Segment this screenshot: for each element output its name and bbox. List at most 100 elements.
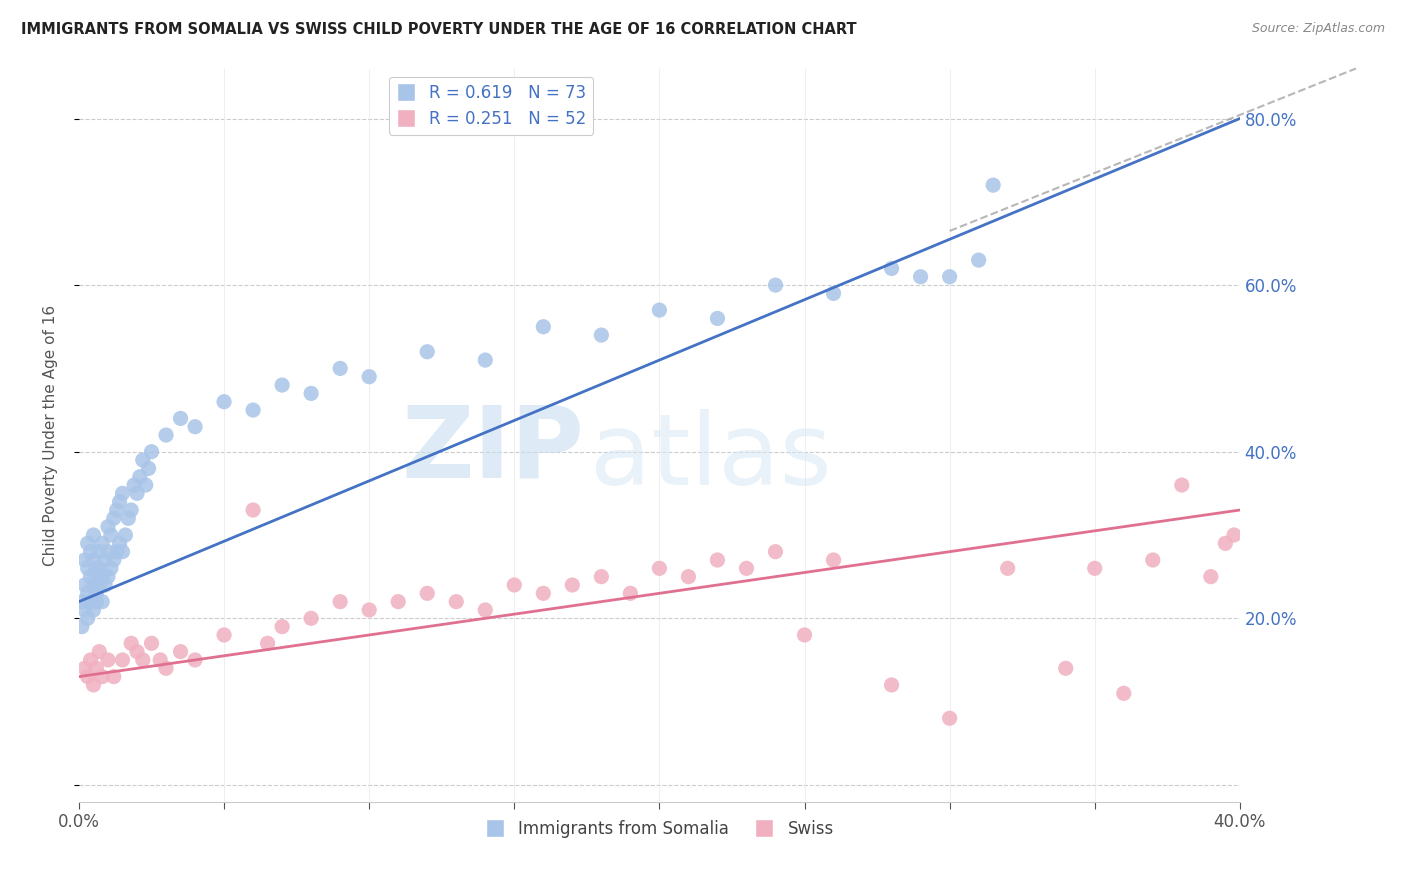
Point (73, 603, 96, 617)
Point (359, 603, 381, 617)
Point (82, 603, 104, 617)
Point (329, 594, 352, 608)
Point (242, 403, 264, 417)
Point (132, 653, 155, 667)
Point (706, 553, 728, 567)
Point (89, 645, 111, 659)
Point (86, 561, 108, 575)
Point (117, 511, 139, 525)
Point (591, 569, 613, 583)
Point (97, 653, 120, 667)
Point (94, 578, 117, 592)
Point (474, 353, 496, 368)
Point (79, 594, 101, 608)
Point (100, 561, 122, 575)
Point (97, 544, 120, 558)
Point (82, 578, 104, 592)
Point (76, 586, 98, 600)
Point (387, 594, 409, 608)
Point (91, 569, 114, 583)
Point (82, 528, 104, 542)
Point (256, 636, 278, 650)
Point (103, 553, 125, 567)
Point (73, 553, 96, 567)
Text: ZIP: ZIP (401, 401, 583, 499)
Point (79, 569, 101, 583)
Point (503, 578, 526, 592)
Point (271, 620, 294, 634)
Point (129, 469, 152, 483)
Point (86, 569, 108, 583)
Point (271, 378, 294, 392)
Point (89, 578, 111, 592)
Point (648, 303, 671, 318)
Point (105, 503, 128, 517)
Point (648, 561, 671, 575)
Point (76, 670, 98, 684)
Point (70, 620, 93, 634)
Point (531, 319, 554, 334)
Point (1199, 569, 1222, 583)
Point (212, 628, 235, 642)
Point (1084, 561, 1107, 575)
Point (938, 269, 960, 284)
Point (823, 286, 845, 301)
Point (155, 661, 177, 675)
Point (706, 311, 728, 326)
Point (111, 653, 134, 667)
Point (135, 478, 157, 492)
Point (73, 661, 96, 675)
Point (444, 594, 467, 608)
Point (1223, 528, 1246, 542)
Point (76, 561, 98, 575)
Point (91, 536, 114, 550)
Text: Source: ZipAtlas.com: Source: ZipAtlas.com (1251, 22, 1385, 36)
Point (120, 503, 142, 517)
Point (910, 269, 932, 284)
Point (76, 611, 98, 625)
Text: atlas: atlas (589, 409, 831, 506)
Point (184, 653, 207, 667)
Point (97, 519, 120, 533)
Point (122, 478, 145, 492)
Point (105, 544, 128, 558)
Point (1171, 478, 1194, 492)
Point (132, 453, 155, 467)
Point (125, 486, 148, 500)
Point (70, 594, 93, 608)
Point (474, 603, 496, 617)
Point (89, 544, 111, 558)
Point (212, 394, 235, 409)
Point (880, 261, 903, 276)
Point (169, 645, 191, 659)
Point (416, 344, 439, 359)
Legend: Immigrants from Somalia, Swiss: Immigrants from Somalia, Swiss (478, 814, 841, 845)
Point (86, 586, 108, 600)
Y-axis label: Child Poverty Under the Age of 16: Child Poverty Under the Age of 16 (44, 304, 58, 566)
Point (793, 628, 815, 642)
Point (97, 569, 120, 583)
Point (1215, 536, 1237, 550)
Point (138, 461, 160, 475)
Point (299, 611, 322, 625)
Point (91, 670, 114, 684)
Point (299, 386, 322, 401)
Point (103, 670, 125, 684)
Point (765, 544, 787, 558)
Point (561, 578, 583, 592)
Point (591, 328, 613, 343)
Point (938, 711, 960, 725)
Point (103, 511, 125, 525)
Point (619, 586, 641, 600)
Point (184, 419, 207, 434)
Point (108, 494, 131, 508)
Point (141, 636, 163, 650)
Point (735, 561, 758, 575)
Point (967, 253, 990, 268)
Point (981, 178, 1004, 193)
Point (149, 653, 172, 667)
Point (155, 428, 177, 442)
Point (79, 653, 101, 667)
Text: IMMIGRANTS FROM SOMALIA VS SWISS CHILD POVERTY UNDER THE AGE OF 16 CORRELATION C: IMMIGRANTS FROM SOMALIA VS SWISS CHILD P… (21, 22, 856, 37)
Point (678, 569, 700, 583)
